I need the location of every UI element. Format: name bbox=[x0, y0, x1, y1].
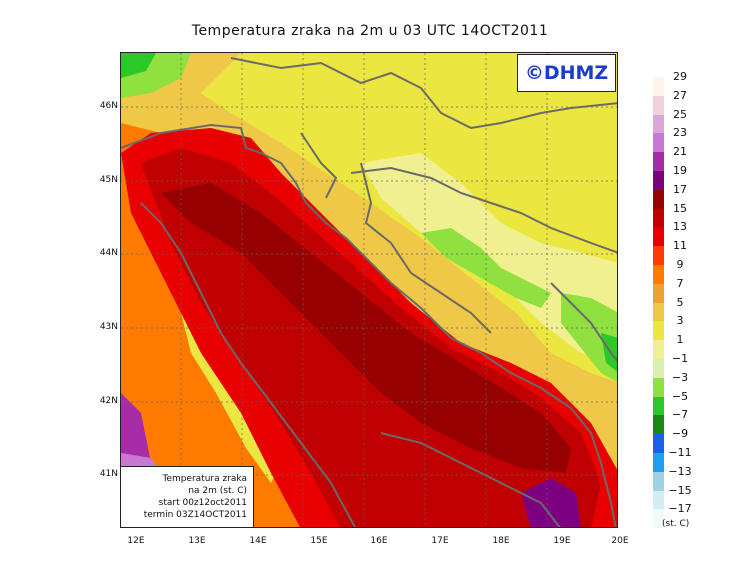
lon-label: 16E bbox=[370, 536, 388, 546]
colorbar-swatch bbox=[653, 114, 664, 134]
colorbar-swatch bbox=[653, 453, 664, 472]
colorbar-label: 21 bbox=[673, 145, 687, 159]
lon-label: 12E bbox=[127, 536, 145, 546]
lon-label: 20E bbox=[611, 536, 629, 546]
colorbar-swatch bbox=[653, 283, 664, 303]
colorbar-label: 23 bbox=[673, 126, 687, 140]
info-line: na 2m (st. C) bbox=[188, 486, 247, 496]
map-title: Temperatura zraka na 2m u 03 UTC 14OCT20… bbox=[191, 23, 549, 39]
highland-area bbox=[561, 293, 617, 382]
colorbar-swatch bbox=[653, 415, 664, 435]
colorbar-label: −15 bbox=[668, 483, 692, 497]
lat-label: 46N bbox=[99, 101, 118, 111]
colorbar-label: 25 bbox=[673, 107, 687, 121]
colorbar-label: −5 bbox=[671, 389, 689, 403]
colorbar-swatch bbox=[653, 189, 664, 209]
colorbar-swatch bbox=[653, 509, 664, 529]
colorbar-label: 17 bbox=[673, 182, 687, 196]
colorbar-label: −13 bbox=[668, 464, 692, 478]
colorbar-swatch bbox=[653, 302, 664, 322]
colorbar-label: 9 bbox=[676, 258, 684, 271]
colorbar-label: −7 bbox=[671, 408, 689, 422]
info-box: Temperatura zraka na 2m (st. C) start 00… bbox=[120, 466, 254, 528]
colorbar-label: −9 bbox=[671, 427, 689, 441]
colorbar-swatch bbox=[653, 265, 664, 284]
south-sea-area bbox=[521, 478, 581, 527]
info-line: start 00z12oct2011 bbox=[158, 498, 247, 508]
colorbar-swatch bbox=[653, 77, 664, 96]
colorbar-label: 5 bbox=[676, 295, 684, 309]
colorbar-swatch bbox=[653, 171, 664, 190]
colorbar-label: −11 bbox=[668, 446, 692, 459]
colorbar-label: 29 bbox=[673, 70, 687, 83]
colorbar-label: 1 bbox=[676, 333, 684, 347]
colorbar-swatch bbox=[653, 377, 664, 397]
colorbar-label: 13 bbox=[673, 220, 687, 234]
colorbar-label: 7 bbox=[676, 276, 684, 290]
colorbar-swatch bbox=[653, 434, 664, 454]
info-line: termin 03Z14OCT2011 bbox=[143, 510, 247, 520]
alpine-dark-area bbox=[121, 53, 156, 78]
lat-label: 43N bbox=[99, 322, 118, 332]
lon-label: 13E bbox=[188, 536, 206, 546]
colorbar-swatch bbox=[653, 152, 664, 172]
tyrrhenian-area bbox=[121, 393, 151, 463]
colorbar-swatch bbox=[653, 227, 664, 247]
lat-label: 41N bbox=[99, 469, 118, 479]
info-line: Temperatura zraka bbox=[162, 474, 247, 484]
temperature-map bbox=[120, 52, 618, 528]
colorbar-swatch bbox=[653, 133, 664, 153]
lat-label: 44N bbox=[99, 248, 118, 258]
colorbar-label: 15 bbox=[673, 201, 687, 215]
colorbar-swatch bbox=[653, 321, 664, 341]
lat-label: 45N bbox=[99, 175, 118, 185]
colorbar-label: −3 bbox=[671, 370, 689, 384]
lon-label: 14E bbox=[249, 536, 267, 546]
colorbar-swatch bbox=[653, 471, 664, 491]
colorbar-label: −17 bbox=[668, 502, 692, 516]
lat-label: 42N bbox=[99, 396, 118, 406]
colorbar-label: 3 bbox=[676, 314, 684, 328]
colorbar-swatch bbox=[653, 490, 664, 510]
graticule bbox=[121, 53, 617, 527]
colorbar-label: −1 bbox=[671, 352, 689, 365]
colorbar-swatch bbox=[653, 246, 664, 266]
colorbar-label: 19 bbox=[673, 164, 687, 177]
colorbar-swatch bbox=[653, 340, 664, 360]
dhmz-badge: ©DHMZ bbox=[517, 54, 616, 92]
colorbar-label: 11 bbox=[673, 239, 687, 253]
lon-label: 17E bbox=[431, 536, 449, 546]
colorbar-swatch bbox=[653, 396, 664, 416]
lon-label: 15E bbox=[310, 536, 328, 546]
coastline bbox=[121, 57, 617, 527]
lon-label: 18E bbox=[492, 536, 510, 546]
colorbar-swatch bbox=[653, 95, 664, 115]
colorbar-swatch bbox=[653, 208, 664, 228]
colorbar-swatch bbox=[653, 359, 664, 378]
colorbar-unit: (st. C) bbox=[662, 519, 690, 529]
lon-label: 19E bbox=[553, 536, 571, 546]
colorbar-label: 27 bbox=[673, 88, 687, 102]
